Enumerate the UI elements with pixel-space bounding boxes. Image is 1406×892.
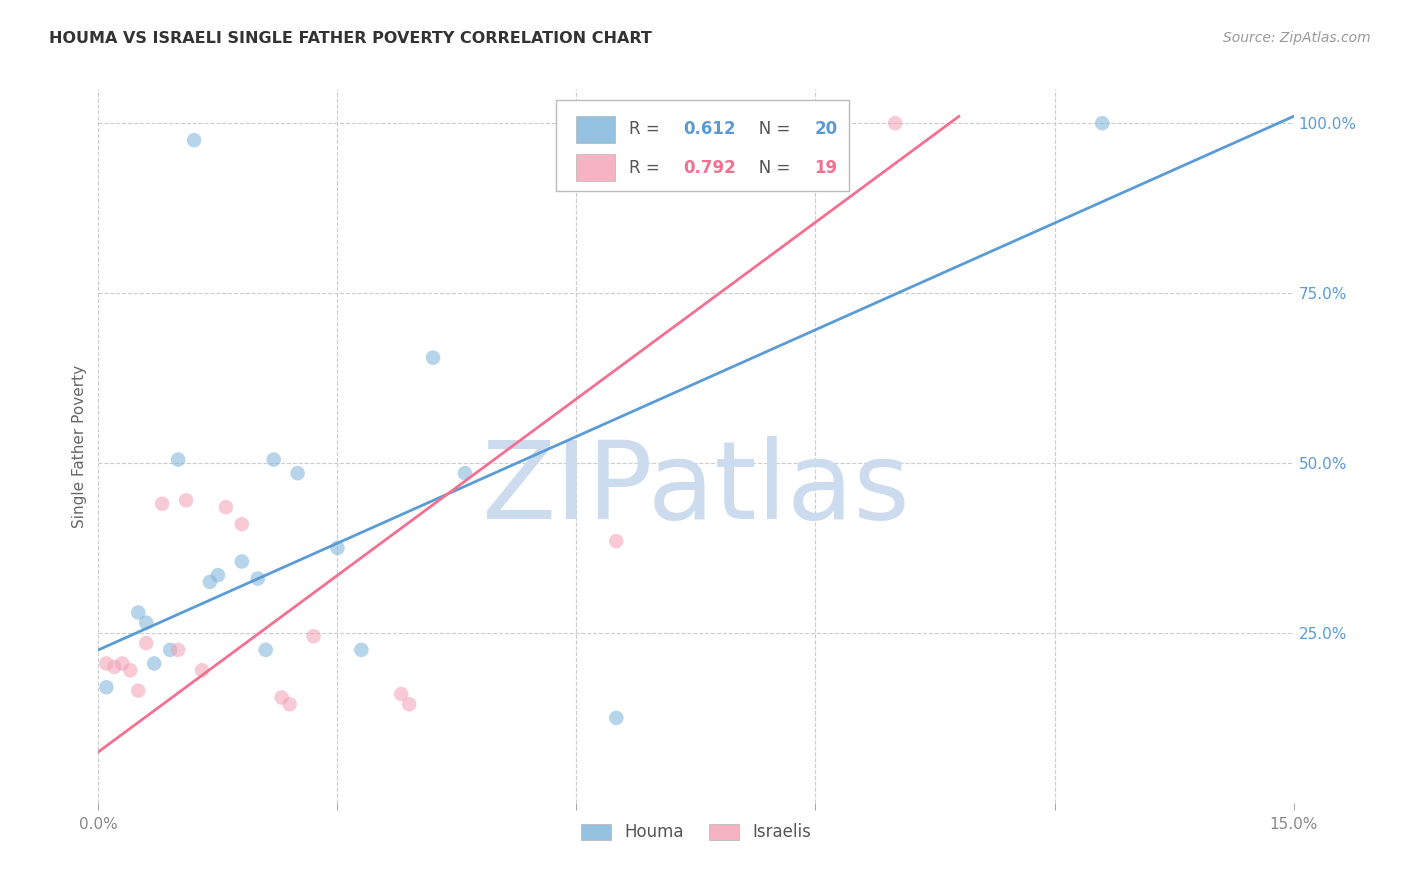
Point <box>207 568 229 582</box>
Point <box>111 657 134 671</box>
FancyBboxPatch shape <box>557 100 849 191</box>
Point <box>215 500 238 515</box>
Text: 20: 20 <box>814 120 838 138</box>
Point <box>135 615 157 630</box>
FancyBboxPatch shape <box>576 154 614 181</box>
Point <box>96 680 118 694</box>
Text: R =: R = <box>628 120 665 138</box>
Point <box>120 663 142 677</box>
Point <box>254 643 277 657</box>
Text: HOUMA VS ISRAELI SINGLE FATHER POVERTY CORRELATION CHART: HOUMA VS ISRAELI SINGLE FATHER POVERTY C… <box>49 31 652 46</box>
Point <box>183 133 205 147</box>
Point <box>143 657 166 671</box>
Point <box>263 452 285 467</box>
Text: Source: ZipAtlas.com: Source: ZipAtlas.com <box>1223 31 1371 45</box>
Text: N =: N = <box>742 159 796 177</box>
Legend: Houma, Israelis: Houma, Israelis <box>574 817 818 848</box>
Point <box>605 711 627 725</box>
Point <box>270 690 292 705</box>
Point <box>96 657 118 671</box>
Point <box>231 517 253 532</box>
Point <box>150 497 173 511</box>
Point <box>350 643 373 657</box>
Text: N =: N = <box>742 120 796 138</box>
Point <box>278 698 301 712</box>
Point <box>454 466 477 480</box>
Text: ZIPatlas: ZIPatlas <box>482 436 910 541</box>
Point <box>326 541 349 555</box>
Point <box>103 660 125 674</box>
Point <box>127 606 149 620</box>
Point <box>135 636 157 650</box>
Text: R =: R = <box>628 159 665 177</box>
Point <box>422 351 444 365</box>
Point <box>198 574 221 589</box>
Point <box>167 643 190 657</box>
Point <box>159 643 181 657</box>
Point <box>1091 116 1114 130</box>
Text: 0.612: 0.612 <box>683 120 735 138</box>
Point <box>605 534 627 549</box>
Point <box>167 452 190 467</box>
Point <box>302 629 325 643</box>
Text: 0.792: 0.792 <box>683 159 735 177</box>
Point <box>246 572 269 586</box>
Point <box>398 698 420 712</box>
Point <box>191 663 214 677</box>
Text: 19: 19 <box>814 159 838 177</box>
FancyBboxPatch shape <box>576 116 614 143</box>
Point <box>231 555 253 569</box>
Point <box>127 683 149 698</box>
Point <box>389 687 412 701</box>
Point <box>287 466 309 480</box>
Point <box>174 493 197 508</box>
Point <box>884 116 907 130</box>
Y-axis label: Single Father Poverty: Single Father Poverty <box>72 365 87 527</box>
